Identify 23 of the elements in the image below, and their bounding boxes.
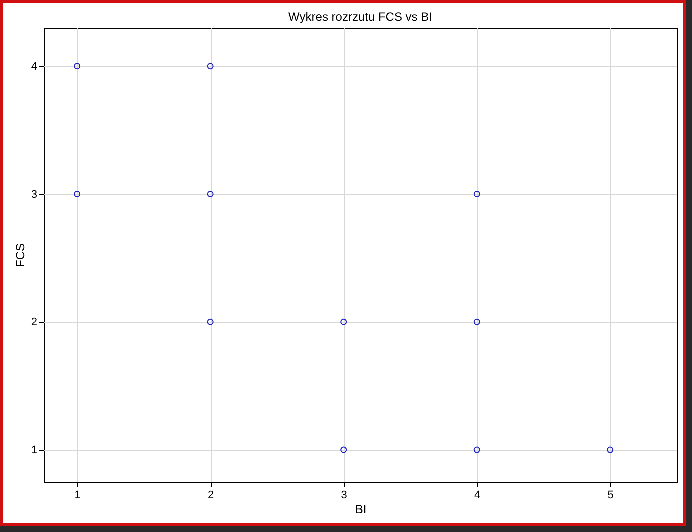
y-tick-label: 1 <box>31 444 38 457</box>
y-tick-label: 3 <box>31 188 38 201</box>
y-tick-label: 2 <box>31 316 38 329</box>
point <box>340 318 348 326</box>
point <box>340 446 348 454</box>
chart-title: Wykres rozrzutu FCS vs BI <box>288 10 432 24</box>
point <box>474 446 480 454</box>
point <box>207 318 214 326</box>
x-axis-title: BI <box>355 502 367 516</box>
x-tick-label: 1 <box>74 490 81 502</box>
point <box>74 63 81 70</box>
point <box>474 318 480 326</box>
y-tick-label: 4 <box>31 60 38 73</box>
x-tick-label: 2 <box>208 490 214 502</box>
x-tick-label: 5 <box>608 490 614 502</box>
point <box>207 63 214 70</box>
x-tick-label: 3 <box>341 490 348 502</box>
point <box>607 446 614 454</box>
point <box>207 191 214 198</box>
point <box>474 191 480 198</box>
y-axis-title: FCS <box>13 244 28 268</box>
x-tick-label: 4 <box>474 490 481 502</box>
point <box>74 191 81 198</box>
